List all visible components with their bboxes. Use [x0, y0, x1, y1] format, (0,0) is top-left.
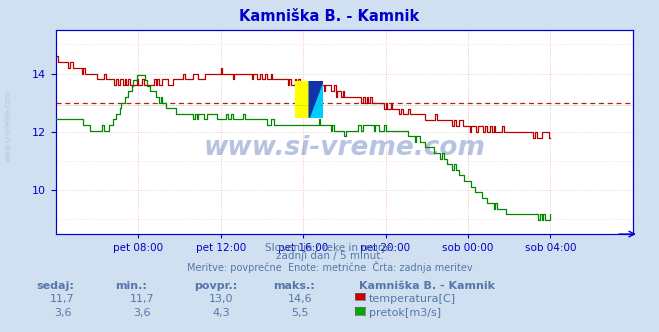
Text: 3,6: 3,6	[54, 308, 71, 318]
Text: sedaj:: sedaj:	[36, 281, 74, 290]
Text: 4,3: 4,3	[212, 308, 229, 318]
Text: Kamniška B. - Kamnik: Kamniška B. - Kamnik	[359, 281, 495, 290]
Text: maks.:: maks.:	[273, 281, 315, 290]
Text: 14,6: 14,6	[287, 294, 312, 304]
Text: 11,7: 11,7	[50, 294, 75, 304]
Text: 13,0: 13,0	[208, 294, 233, 304]
Text: www.si-vreme.com: www.si-vreme.com	[204, 135, 485, 161]
Text: 11,7: 11,7	[129, 294, 154, 304]
Text: povpr.:: povpr.:	[194, 281, 238, 290]
Text: pretok[m3/s]: pretok[m3/s]	[369, 308, 441, 318]
Text: 5,5: 5,5	[291, 308, 308, 318]
Text: Kamniška B. - Kamnik: Kamniška B. - Kamnik	[239, 9, 420, 24]
Text: min.:: min.:	[115, 281, 147, 290]
Text: 3,6: 3,6	[133, 308, 150, 318]
Text: temperatura[C]: temperatura[C]	[369, 294, 456, 304]
Text: www.si-vreme.com: www.si-vreme.com	[3, 90, 13, 162]
Text: zadnji dan / 5 minut.: zadnji dan / 5 minut.	[275, 251, 384, 261]
Text: Slovenija / reke in morje.: Slovenija / reke in morje.	[264, 243, 395, 253]
Text: Meritve: povprečne  Enote: metrične  Črta: zadnja meritev: Meritve: povprečne Enote: metrične Črta:…	[186, 261, 473, 273]
